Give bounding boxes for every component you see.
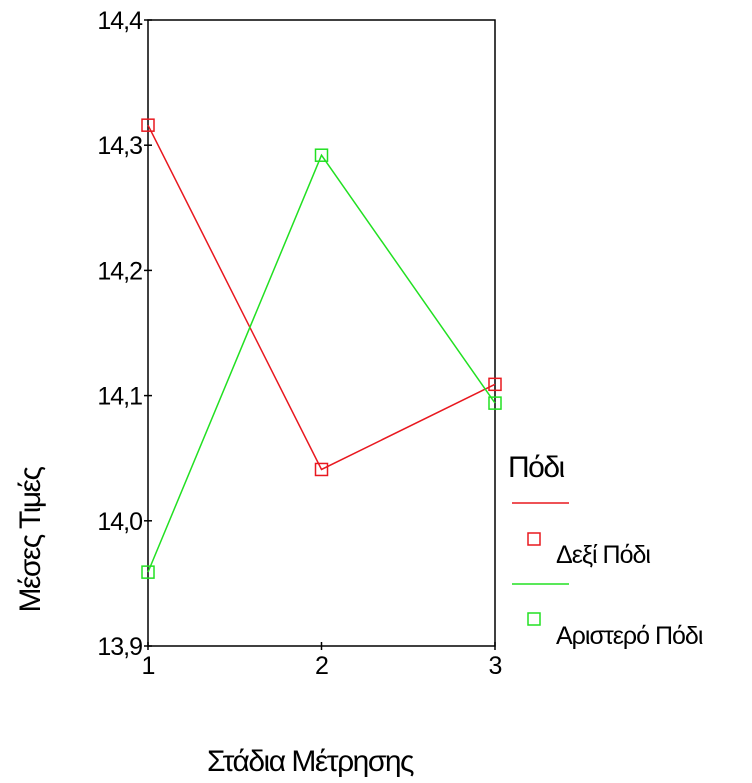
data-point-marker xyxy=(141,118,155,132)
y-axis-title: Μέσες Τιμές xyxy=(14,466,47,612)
x-tick-label: 1 xyxy=(142,652,155,680)
series-layer xyxy=(141,118,502,579)
series-line xyxy=(147,153,496,573)
y-tick-label: 14,2 xyxy=(97,257,142,285)
y-tick-label: 14,1 xyxy=(97,383,142,411)
data-point-marker xyxy=(141,565,155,579)
y-tick-label: 13,9 xyxy=(97,633,142,661)
legend: Πόδι Δεξί Πόδι Αριστερό Πόδι xyxy=(508,451,704,650)
data-point-marker xyxy=(488,396,502,410)
x-tick-label: 2 xyxy=(315,652,328,680)
series-line xyxy=(147,124,496,471)
legend-marker-swatch xyxy=(527,612,541,626)
plot-frame xyxy=(147,19,496,647)
x-tick-label: 3 xyxy=(489,652,502,680)
legend-label: Δεξί Πόδι xyxy=(556,541,650,569)
legend-title: Πόδι xyxy=(508,451,565,484)
x-axis-ticks: 1 2 3 xyxy=(142,642,503,680)
y-tick-label: 14,4 xyxy=(97,7,143,35)
x-axis-title: Στάδια Μέτρησης xyxy=(207,745,414,778)
data-point-marker xyxy=(488,377,502,392)
y-tick-label: 14,0 xyxy=(97,508,142,536)
y-tick-label: 14,3 xyxy=(97,132,142,160)
y-axis-ticks: 13,9 14,0 14,1 14,2 14,3 14,4 xyxy=(97,7,152,661)
legend-marker-swatch xyxy=(527,532,541,546)
legend-label: Αριστερό Πόδι xyxy=(556,622,703,650)
data-point-marker xyxy=(314,148,329,162)
data-point-marker xyxy=(314,462,329,477)
legend-items: Δεξί Πόδι Αριστερό Πόδι xyxy=(512,502,704,650)
